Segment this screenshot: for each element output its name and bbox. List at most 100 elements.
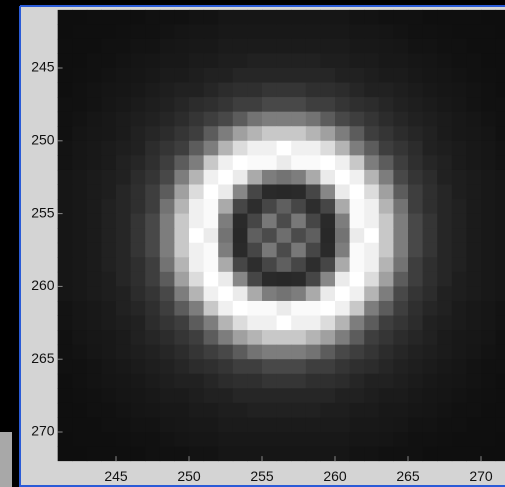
cell <box>423 24 438 39</box>
cell <box>393 403 408 418</box>
cell <box>379 97 394 112</box>
cell <box>101 417 116 432</box>
cell <box>496 112 505 127</box>
cell <box>204 374 219 389</box>
cell <box>306 170 321 185</box>
cell <box>437 345 452 360</box>
cell <box>204 257 219 272</box>
cell <box>277 184 292 199</box>
cell <box>437 301 452 316</box>
cell <box>379 53 394 68</box>
cell <box>262 155 277 170</box>
cell <box>452 112 467 127</box>
cell <box>131 83 146 98</box>
cell <box>247 24 262 39</box>
cell <box>174 10 189 25</box>
cell <box>72 141 87 156</box>
cell <box>87 228 102 243</box>
cell <box>306 10 321 25</box>
cell <box>189 345 204 360</box>
cell <box>233 417 248 432</box>
cell <box>350 214 365 229</box>
cell <box>291 83 306 98</box>
y-tick-label: 245 <box>31 59 55 75</box>
cell <box>481 257 496 272</box>
cell <box>247 301 262 316</box>
cell <box>320 170 335 185</box>
cell <box>481 83 496 98</box>
cell <box>204 83 219 98</box>
cell <box>233 403 248 418</box>
cell <box>496 374 505 389</box>
cell <box>277 301 292 316</box>
cell <box>496 243 505 258</box>
y-tick-label: 250 <box>31 132 55 148</box>
cell <box>320 417 335 432</box>
cell <box>364 345 379 360</box>
cell <box>452 243 467 258</box>
cell <box>72 447 87 462</box>
cell <box>320 68 335 83</box>
cell <box>320 286 335 301</box>
cell <box>437 374 452 389</box>
cell <box>131 345 146 360</box>
cell <box>466 403 481 418</box>
cell <box>496 301 505 316</box>
cell <box>423 97 438 112</box>
cell <box>174 83 189 98</box>
cell <box>320 24 335 39</box>
chart: 245250255260265270245250255260265270 <box>0 0 505 487</box>
cell <box>335 184 350 199</box>
cell <box>306 24 321 39</box>
cell <box>58 345 73 360</box>
cell <box>291 359 306 374</box>
cell <box>306 345 321 360</box>
cell <box>58 447 73 462</box>
cell <box>306 243 321 258</box>
cell <box>306 301 321 316</box>
cell <box>277 345 292 360</box>
cell <box>116 214 131 229</box>
cell <box>496 126 505 141</box>
cell <box>101 170 116 185</box>
cell <box>452 316 467 331</box>
cell <box>233 10 248 25</box>
cell <box>320 374 335 389</box>
cell <box>131 257 146 272</box>
cell <box>481 214 496 229</box>
cell <box>160 141 175 156</box>
cell <box>320 432 335 447</box>
cell <box>496 199 505 214</box>
cell <box>437 83 452 98</box>
cell <box>58 316 73 331</box>
cell <box>437 68 452 83</box>
cell <box>131 184 146 199</box>
cell <box>101 330 116 345</box>
cell <box>452 184 467 199</box>
cell <box>87 417 102 432</box>
cell <box>466 286 481 301</box>
cell <box>58 388 73 403</box>
cell <box>452 170 467 185</box>
cell <box>233 68 248 83</box>
cell <box>291 184 306 199</box>
cell <box>320 141 335 156</box>
cell <box>393 170 408 185</box>
cell <box>320 112 335 127</box>
cell <box>452 53 467 68</box>
cell <box>408 97 423 112</box>
cell <box>204 330 219 345</box>
cell <box>233 126 248 141</box>
cell <box>101 83 116 98</box>
cell <box>466 126 481 141</box>
cell <box>437 155 452 170</box>
cell <box>58 301 73 316</box>
cell <box>408 447 423 462</box>
cell <box>423 345 438 360</box>
cell <box>204 199 219 214</box>
cell <box>145 184 160 199</box>
cell <box>174 155 189 170</box>
cell <box>335 53 350 68</box>
cell <box>218 330 233 345</box>
cell <box>335 68 350 83</box>
